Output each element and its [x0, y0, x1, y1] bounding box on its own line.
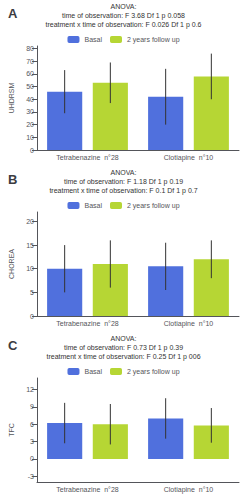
svg-text:TFC: TFC	[8, 423, 15, 437]
svg-text:A: A	[8, 6, 18, 21]
svg-text:30: 30	[26, 108, 34, 115]
svg-text:Tetrabenazine n°28: Tetrabenazine n°28	[56, 486, 118, 493]
svg-text:50: 50	[26, 83, 34, 90]
svg-text:ANOVA:: ANOVA:	[111, 3, 137, 10]
svg-text:treatment x time of observatio: treatment x time of observation: F 0.25 …	[46, 353, 200, 361]
svg-text:Clotiapine n°10: Clotiapine n°10	[164, 486, 214, 494]
svg-text:treatment x time of observatio: treatment x time of observation: F 0.1 D…	[49, 187, 197, 195]
svg-text:0: 0	[30, 313, 34, 320]
svg-text:time of observation: F 0.73 Df: time of observation: F 0.73 Df 1 p 0.39	[64, 344, 183, 352]
svg-text:treatment x time of observatio: treatment x time of observation: F 0.026…	[45, 21, 201, 29]
svg-text:-3: -3	[28, 473, 34, 480]
svg-text:40: 40	[26, 96, 34, 103]
svg-text:15: 15	[26, 242, 34, 249]
svg-text:UHDRSM: UHDRSM	[8, 82, 15, 113]
svg-text:C: C	[8, 338, 18, 353]
svg-text:0: 0	[30, 455, 34, 462]
svg-text:5: 5	[30, 289, 34, 296]
svg-text:60: 60	[26, 70, 34, 77]
svg-text:ANOVA:: ANOVA:	[111, 335, 137, 342]
svg-text:Tetrabenazine n°28: Tetrabenazine n°28	[56, 320, 118, 327]
svg-text:Basal: Basal	[84, 36, 102, 43]
svg-text:Clotiapine n°10: Clotiapine n°10	[164, 154, 214, 162]
svg-text:Clotiapine n°10: Clotiapine n°10	[164, 320, 214, 328]
svg-text:Basal: Basal	[84, 202, 102, 209]
svg-text:3: 3	[30, 438, 34, 445]
svg-text:ANOVA:: ANOVA:	[111, 169, 137, 176]
svg-text:CHOREA: CHOREA	[8, 249, 15, 279]
svg-text:Basal: Basal	[84, 368, 102, 375]
svg-text:80: 80	[26, 45, 34, 52]
svg-text:2 years follow up: 2 years follow up	[127, 368, 180, 376]
svg-text:B: B	[8, 172, 17, 187]
svg-text:12: 12	[26, 386, 34, 393]
svg-text:6: 6	[30, 421, 34, 428]
svg-text:2 years follow up: 2 years follow up	[127, 36, 180, 44]
svg-text:time of observation: F 1.18 Df: time of observation: F 1.18 Df 1 p 0.19	[64, 178, 183, 186]
svg-text:20: 20	[26, 121, 34, 128]
svg-text:2 years follow up: 2 years follow up	[127, 202, 180, 210]
svg-text:time of observation: F 3.68 Df: time of observation: F 3.68 Df 1 p 0.058	[62, 12, 185, 20]
svg-text:70: 70	[26, 58, 34, 65]
svg-text:9: 9	[30, 403, 34, 410]
svg-text:Tetrabenazine n°28: Tetrabenazine n°28	[56, 154, 118, 161]
svg-text:10: 10	[26, 265, 34, 272]
svg-text:0: 0	[30, 147, 34, 154]
svg-text:10: 10	[26, 134, 34, 141]
svg-text:20: 20	[26, 218, 34, 225]
